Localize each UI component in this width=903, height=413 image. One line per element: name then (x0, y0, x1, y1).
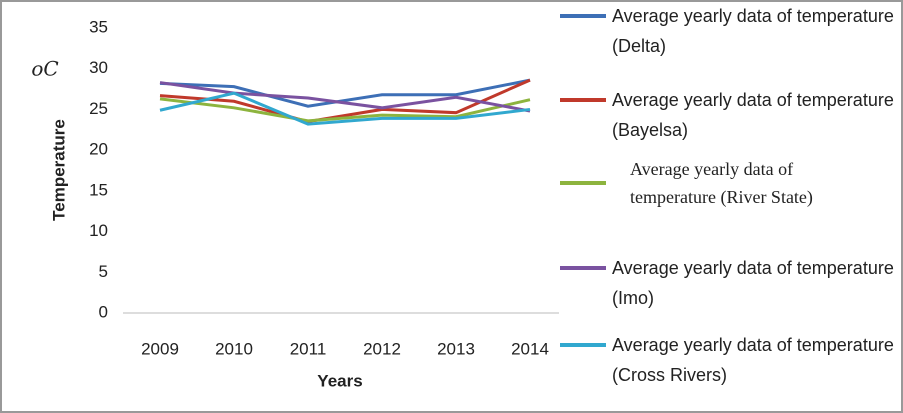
x-axis-title: Years (317, 371, 362, 390)
x-tick-label: 2014 (511, 339, 549, 358)
x-tick-label: 2009 (141, 339, 179, 358)
y-tick-label: 25 (89, 99, 108, 118)
x-tick-label: 2012 (363, 339, 401, 358)
legend-label: Average yearly data of temperature (Baye… (612, 90, 894, 140)
legend-label: Average yearly data of temperature (Rive… (630, 159, 813, 207)
x-tick-label: 2011 (290, 339, 327, 358)
y-tick-label: 15 (89, 180, 108, 199)
series-line (159, 81, 531, 113)
series-line (159, 91, 531, 126)
legend-label: Average yearly data of temperature (Delt… (612, 6, 894, 56)
y-tick-label: 35 (89, 17, 108, 36)
y-tick-label: 10 (89, 221, 108, 240)
y-axis-title: Temperature (49, 119, 68, 221)
series-line (159, 78, 531, 108)
legend-label: Average yearly data of temperature (Imo) (612, 258, 894, 308)
legend-label: Average yearly data of temperature (Cros… (612, 335, 894, 385)
y-tick-label: 0 (99, 302, 108, 321)
y-tick-label: 5 (99, 262, 108, 281)
y-unit: oC (31, 57, 58, 81)
series-line (159, 78, 531, 124)
y-tick-label: 30 (89, 58, 108, 77)
x-tick-label: 2010 (215, 339, 253, 358)
x-tick-label: 2013 (437, 339, 475, 358)
series-line (159, 97, 531, 123)
y-tick-label: 20 (89, 140, 108, 159)
